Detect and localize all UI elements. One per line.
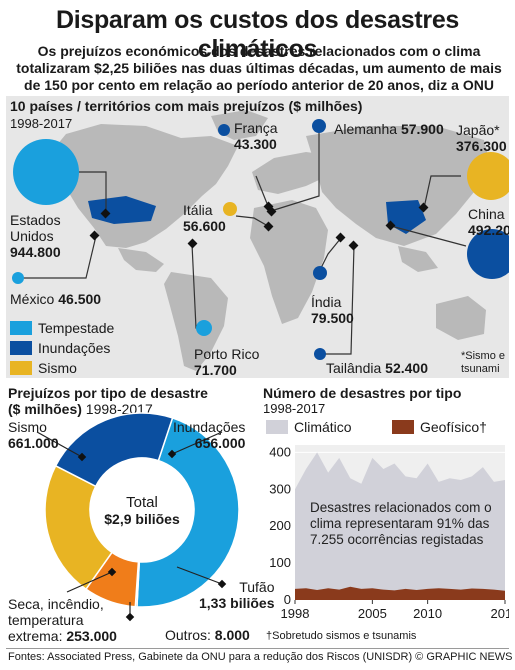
area-footnote: †Sobretudo sismos e tsunamis bbox=[266, 630, 417, 642]
area-chart: 0 100 200 300 400 1998 2005 2010 2017 bbox=[269, 444, 509, 621]
label-mexico: México 46.500 bbox=[10, 291, 102, 307]
y-tick-100: 100 bbox=[269, 555, 291, 570]
circle-mexico bbox=[12, 272, 24, 284]
donut-leader-1 bbox=[171, 431, 223, 455]
circle-estados-unidos bbox=[13, 139, 79, 205]
map-note: *Sismo e tsunami bbox=[461, 350, 506, 375]
donut-leader-dot-1 bbox=[167, 449, 177, 459]
area-period: 1998-2017 bbox=[263, 401, 326, 416]
footer-sources: Fontes: Associated Press, Gabinete da ON… bbox=[8, 651, 513, 663]
donut-slice-4 bbox=[54, 412, 174, 488]
label-italia: Itália 56.600 bbox=[183, 202, 226, 234]
footer-rule bbox=[6, 648, 509, 649]
legend-swatch-inundacoes bbox=[10, 341, 32, 355]
legend-sismo: Sismo bbox=[10, 360, 77, 376]
x-tick-1998: 1998 bbox=[281, 606, 310, 621]
circle-alemanha bbox=[312, 119, 326, 133]
donut-leader-2 bbox=[176, 566, 223, 585]
legend-geofisico: Geofísico† bbox=[392, 419, 487, 435]
label-india: Índia 79.500 bbox=[311, 294, 354, 326]
y-tick-0: 0 bbox=[284, 592, 291, 607]
legend-climatico: Climático bbox=[266, 419, 352, 435]
donut-chart bbox=[36, 412, 240, 622]
circle-japao bbox=[467, 152, 509, 200]
circle-franca bbox=[218, 124, 230, 136]
circle-italia bbox=[223, 202, 237, 216]
donut-leader-3 bbox=[66, 571, 113, 593]
label-porto-rico: Porto Rico 71.700 bbox=[194, 346, 260, 378]
legend-inundacoes: Inundações bbox=[10, 340, 110, 356]
map-heading: 10 países / territórios com mais prejuíz… bbox=[10, 98, 363, 114]
value-circles bbox=[12, 119, 509, 360]
donut-center-value: $2,9 biliões bbox=[104, 511, 180, 527]
donut-leader-dot-0 bbox=[77, 452, 87, 462]
x-tick-2017: 2017 bbox=[491, 606, 509, 621]
donut-label-seca: Seca, incêndio, temperatura extrema: 253… bbox=[8, 596, 117, 644]
location-dots bbox=[89, 201, 429, 251]
area-annotation: Desastres relacionados com o clima repre… bbox=[310, 500, 492, 547]
donut-slice-0 bbox=[136, 416, 240, 608]
area-series-climatico bbox=[295, 452, 505, 600]
donut-leader-0 bbox=[36, 431, 83, 458]
label-alemanha: Alemanha 57.900 bbox=[334, 121, 444, 137]
page-title: Disparam os custos dos desastres climáti… bbox=[55, 6, 460, 63]
y-tick-400: 400 bbox=[269, 444, 291, 459]
legend-swatch-climatico bbox=[266, 420, 288, 434]
world-map bbox=[12, 110, 509, 371]
x-tick-2005: 2005 bbox=[358, 606, 387, 621]
legend-swatch-tempestade bbox=[10, 321, 32, 335]
legend-swatch-geofisico bbox=[392, 420, 414, 434]
page-subtitle: Os prejuízos económicos dos desastres re… bbox=[16, 43, 502, 93]
donut-label-tufao: Tufão 1,33 biliões bbox=[199, 579, 275, 611]
circle-china bbox=[467, 229, 509, 279]
circle-porto-rico bbox=[196, 320, 212, 336]
label-japao: Japão* 376.300 bbox=[456, 122, 507, 154]
label-franca: França 43.300 bbox=[234, 120, 278, 152]
donut-center: Total $2,9 biliões bbox=[82, 494, 202, 527]
donut-label-inundacoes: Inundações 656.000 bbox=[173, 419, 246, 451]
map-period: 1998-2017 bbox=[10, 116, 73, 131]
circle-tailandia bbox=[314, 348, 326, 360]
label-tailandia: Tailândia 52.400 bbox=[326, 360, 428, 376]
legend-swatch-sismo bbox=[10, 361, 32, 375]
circle-india bbox=[313, 266, 327, 280]
china-highlight bbox=[386, 200, 426, 234]
donut-label-outros: Outros: 8.000 bbox=[165, 627, 250, 643]
legend-tempestade: Tempestade bbox=[10, 320, 114, 336]
map-panel: 10 países / territórios com mais prejuíz… bbox=[6, 96, 509, 378]
area-series-geofisico bbox=[295, 586, 505, 600]
area-heading: Número de desastres por tipo bbox=[263, 385, 462, 401]
donut-center-label: Total bbox=[126, 494, 158, 511]
y-tick-200: 200 bbox=[269, 518, 291, 533]
y-tick-300: 300 bbox=[269, 481, 291, 496]
x-tick-2010: 2010 bbox=[413, 606, 442, 621]
label-estados-unidos: Estados Unidos 944.800 bbox=[10, 212, 61, 260]
donut-label-sismo: Sismo 661.000 bbox=[8, 419, 59, 451]
